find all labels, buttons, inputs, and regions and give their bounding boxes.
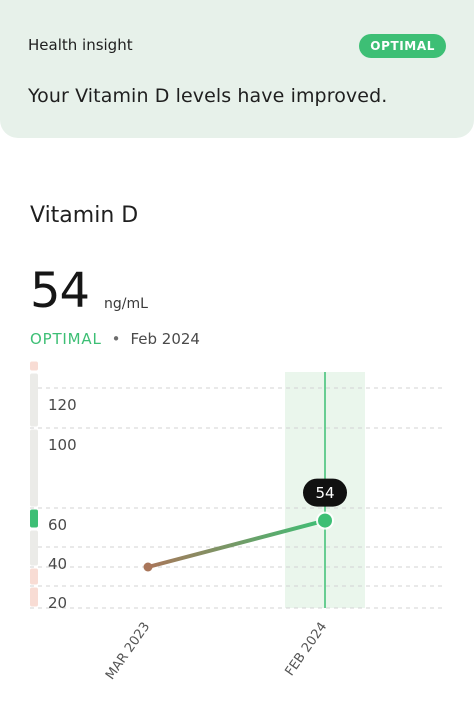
separator-dot: • <box>111 330 121 348</box>
insight-label: Health insight <box>28 36 133 54</box>
x-axis-label: MAR 2023 <box>103 620 153 683</box>
y-tick-label: 120 <box>48 396 77 414</box>
vitamin-d-trend-chart[interactable]: 120 100 60 40 20 54 MAR 2023 FEB 2024 <box>0 360 474 708</box>
data-point <box>143 562 153 572</box>
biomarker-value: 54 <box>30 263 90 319</box>
biomarker-unit: ng/mL <box>104 296 148 312</box>
y-tick-label: 40 <box>48 555 67 573</box>
biomarker-title: Vitamin D <box>30 203 139 228</box>
y-tick-label: 20 <box>48 594 67 612</box>
range-band-neutral <box>30 530 38 566</box>
measurement-date: Feb 2024 <box>130 330 200 348</box>
data-point <box>318 513 332 528</box>
series-line <box>146 518 327 569</box>
range-band-neutral <box>30 429 38 507</box>
range-band-low <box>30 587 38 607</box>
insight-headline: Your Vitamin D levels have improved. <box>28 85 388 107</box>
status-badge: OPTIMAL <box>359 34 446 58</box>
range-band-high <box>30 361 38 371</box>
range-band-neutral <box>30 373 38 427</box>
x-axis-label: FEB 2024 <box>283 620 331 679</box>
y-tick-label: 100 <box>48 436 77 454</box>
value-tooltip <box>303 478 347 507</box>
y-tick-label: 60 <box>48 516 67 534</box>
value-tooltip-label: 54 <box>315 484 334 502</box>
health-insight-card: Health insight OPTIMAL Your Vitamin D le… <box>0 0 474 138</box>
status-label: OPTIMAL <box>30 330 102 348</box>
range-band-low <box>30 568 38 585</box>
status-row: OPTIMAL • Feb 2024 <box>30 330 200 348</box>
range-band-optimal <box>30 509 38 528</box>
